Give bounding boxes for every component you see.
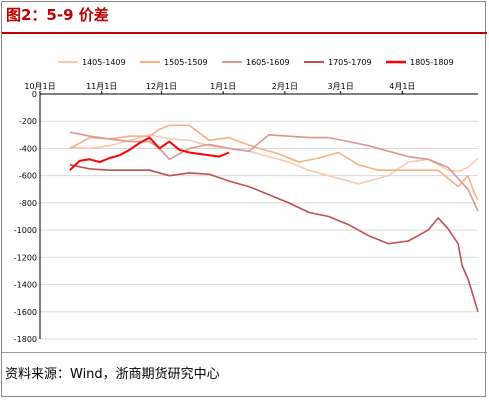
x-tick-label-4: 2月1日 [272, 82, 298, 91]
series-line-1405-1409 [69, 134, 479, 185]
y-tick-label-6: -1200 [14, 253, 37, 262]
legend-label-1505-1509: 1505-1509 [164, 58, 208, 67]
y-axis: 0 -200 -400 -600 -800 -1000 -1200 -1400 -1600 -18… [14, 90, 41, 344]
y-tick-label-7: -1400 [14, 281, 37, 290]
source-note: 资料来源：Wind，浙商期货研究中心 [5, 367, 220, 382]
series-line-1605-1609 [69, 131, 479, 212]
chart-title: 图2：5-9 价差 [6, 6, 109, 24]
y-tick-label-9: -1800 [14, 335, 37, 344]
y-tick-label-1: -200 [19, 117, 37, 126]
series-lines [69, 124, 479, 313]
y-tick-label-2: -400 [19, 144, 37, 153]
y-tick-label-0: 0 [32, 90, 37, 99]
y-tick-label-5: -1000 [14, 226, 37, 235]
x-tick-label-2: 12月1日 [146, 82, 177, 91]
series-line-1505-1509 [69, 124, 479, 201]
legend-label-1605-1609: 1605-1609 [246, 58, 290, 67]
footer-divider [2, 352, 487, 353]
y-tick-label-4: -800 [19, 199, 37, 208]
x-tick-label-0: 10月1日 [24, 82, 55, 91]
series-line-1705-1709 [69, 164, 479, 313]
x-tick-label-6: 4月1日 [389, 82, 415, 91]
series-line-1805-1809 [69, 136, 230, 171]
title-divider [2, 32, 487, 34]
legend-label-1805-1809: 1805-1809 [410, 58, 454, 67]
y-tick-label-3: -600 [19, 172, 37, 181]
gridlines [40, 120, 478, 340]
legend-label-1705-1709: 1705-1709 [328, 58, 372, 67]
x-tick-label-3: 1月1日 [210, 82, 236, 91]
x-tick-label-5: 3月1日 [328, 82, 354, 91]
legend: 1405-1409 1505-1509 1605-1609 1705-1709 1805… [58, 58, 454, 67]
x-axis: 10月1日 11月1日 12月1日 1月1日 2月1日 3月1日 4月1日 [24, 82, 478, 95]
x-tick-label-1: 11月1日 [86, 82, 117, 91]
y-tick-label-8: -1600 [14, 308, 37, 317]
legend-label-1405-1409: 1405-1409 [82, 58, 126, 67]
